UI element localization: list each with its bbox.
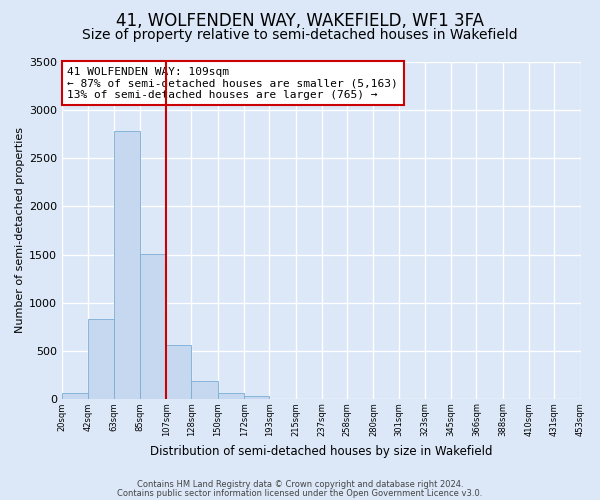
- Text: 41, WOLFENDEN WAY, WAKEFIELD, WF1 3FA: 41, WOLFENDEN WAY, WAKEFIELD, WF1 3FA: [116, 12, 484, 30]
- X-axis label: Distribution of semi-detached houses by size in Wakefield: Distribution of semi-detached houses by …: [150, 444, 493, 458]
- Bar: [244, 396, 269, 400]
- Bar: [113, 131, 140, 400]
- Bar: [62, 393, 88, 400]
- Y-axis label: Number of semi-detached properties: Number of semi-detached properties: [15, 128, 25, 334]
- Bar: [88, 320, 113, 400]
- Text: Size of property relative to semi-detached houses in Wakefield: Size of property relative to semi-detach…: [82, 28, 518, 42]
- Text: Contains HM Land Registry data © Crown copyright and database right 2024.: Contains HM Land Registry data © Crown c…: [137, 480, 463, 489]
- Bar: [140, 254, 166, 400]
- Bar: [218, 392, 244, 400]
- Text: 41 WOLFENDEN WAY: 109sqm
← 87% of semi-detached houses are smaller (5,163)
13% o: 41 WOLFENDEN WAY: 109sqm ← 87% of semi-d…: [67, 66, 398, 100]
- Bar: [166, 346, 191, 400]
- Text: Contains public sector information licensed under the Open Government Licence v3: Contains public sector information licen…: [118, 488, 482, 498]
- Bar: [191, 381, 218, 400]
